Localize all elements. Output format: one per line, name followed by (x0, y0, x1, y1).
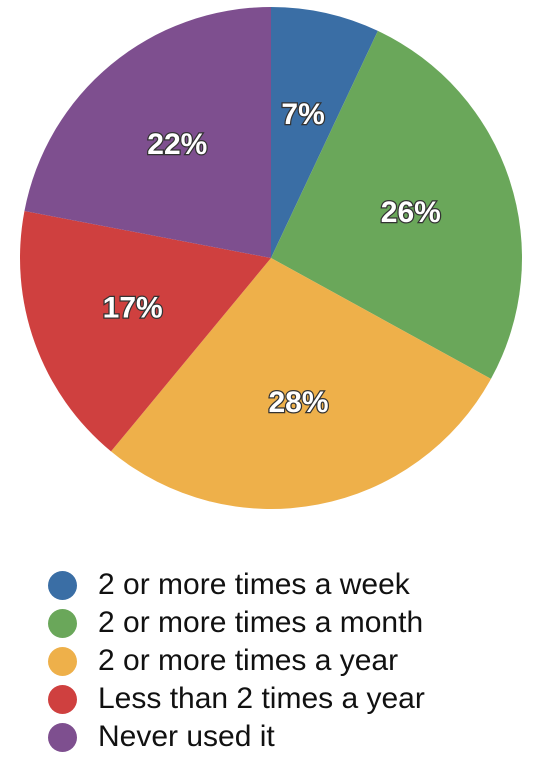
legend-swatch (48, 684, 77, 714)
legend-label: Less than 2 times a year (98, 682, 425, 715)
legend-item: Less than 2 times a year (48, 680, 425, 718)
slice-data-label: 28% (268, 386, 328, 419)
legend-item: 2 or more times a week (48, 566, 425, 604)
legend-item: 2 or more times a year (48, 642, 425, 680)
pie-slice (271, 30, 522, 379)
slice-data-label: 26% (381, 196, 441, 229)
legend-label: Never used it (98, 720, 275, 753)
legend-swatch (48, 722, 77, 752)
pie-slice (111, 258, 491, 509)
legend: 2 or more times a week 2 or more times a … (48, 566, 425, 756)
legend-swatch (48, 570, 77, 600)
legend-label: 2 or more times a month (98, 606, 424, 639)
pie-slice (24, 7, 272, 258)
pie-slice (271, 7, 378, 258)
legend-swatch (48, 608, 77, 638)
legend-item: Never used it (48, 718, 425, 756)
pie-slice (20, 210, 272, 452)
slice-data-label: 7% (281, 98, 324, 131)
legend-label: 2 or more times a year (98, 644, 399, 677)
slice-data-label: 17% (103, 291, 163, 324)
slice-data-label: 22% (147, 128, 207, 161)
legend-item: 2 or more times a month (48, 604, 425, 642)
legend-label: 2 or more times a week (98, 568, 410, 601)
legend-swatch (48, 646, 77, 676)
pie-chart: 7% 26% 28% 17% 22% (20, 7, 522, 509)
